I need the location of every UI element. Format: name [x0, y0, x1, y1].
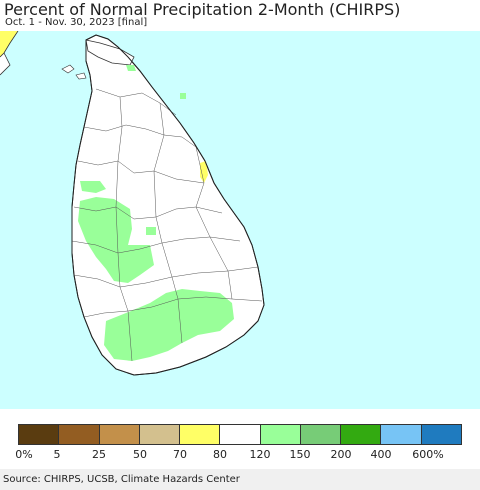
legend-labels: 0% 5 25 50 70 80 120 150 200 400 600%	[0, 448, 480, 462]
legend-swatch	[381, 425, 422, 444]
legend-swatch	[260, 425, 301, 444]
precipitation-map	[0, 31, 480, 409]
legend-label: 70	[173, 448, 187, 461]
legend-label: 120	[249, 448, 271, 461]
india-coast-outline	[0, 31, 19, 76]
legend-label: 0%	[15, 448, 33, 461]
legend-swatch	[300, 425, 342, 444]
legend-label: 80	[213, 448, 227, 461]
district-boundaries	[71, 88, 263, 362]
coastline	[71, 34, 265, 376]
legend-label: 200	[330, 448, 352, 461]
wetter-areas	[78, 65, 234, 361]
page-title: Percent of Normal Precipitation 2-Month …	[4, 0, 401, 19]
legend-label: 50	[133, 448, 147, 461]
island	[75, 72, 87, 80]
legend-swatch	[139, 425, 181, 444]
legend-swatch	[421, 425, 461, 444]
legend-label: 25	[92, 448, 106, 461]
source-text: Source: CHIRPS, UCSB, Climate Hazards Ce…	[3, 474, 240, 485]
legend-label: 600%	[412, 448, 444, 461]
legend-swatch	[99, 425, 140, 444]
india-coast-land	[0, 53, 10, 75]
legend-swatch	[180, 425, 221, 444]
island	[61, 64, 75, 74]
legend-swatch	[19, 425, 60, 444]
legend-color-bar	[18, 424, 462, 445]
legend-swatch	[59, 425, 100, 444]
legend-label: 5	[53, 448, 61, 461]
drier-area	[200, 161, 208, 183]
legend-swatch	[220, 425, 261, 444]
page-subtitle: Oct. 1 - Nov. 30, 2023 [final]	[5, 17, 148, 28]
legend-label: 400	[370, 448, 392, 461]
legend-swatch	[341, 425, 382, 444]
legend-label: 150	[289, 448, 311, 461]
source-footer	[0, 469, 480, 490]
